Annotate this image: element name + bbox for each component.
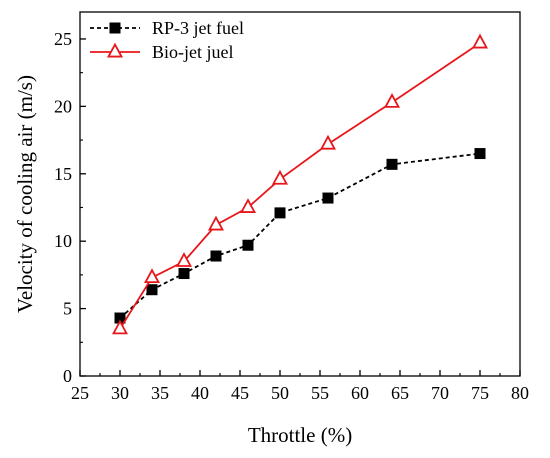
legend: RP-3 jet fuel Bio-jet juel [90, 18, 244, 62]
x-tick-label: 50 [271, 383, 289, 403]
data-point [114, 312, 126, 324]
data-point [474, 148, 486, 160]
series-layer [111, 33, 489, 335]
series-rp3-jet-fuel [114, 148, 486, 324]
data-point [178, 268, 190, 280]
y-tick-label: 10 [54, 231, 72, 251]
series-line [119, 42, 481, 330]
y-tick-label: 0 [63, 366, 72, 386]
data-point [146, 284, 158, 296]
series-bio-jet-juel [111, 33, 489, 335]
x-tick-label: 80 [511, 383, 529, 403]
data-point [322, 192, 334, 204]
data-point [271, 169, 289, 185]
x-axis-title: Throttle (%) [248, 423, 352, 447]
x-tick-label: 45 [231, 383, 249, 403]
x-tick-label: 55 [311, 383, 329, 403]
y-axis-title: Velocity of cooling air (m/s) [13, 75, 37, 313]
data-point [242, 239, 254, 251]
data-point [210, 250, 222, 262]
y-tick-label: 20 [54, 96, 72, 116]
x-tick-label: 65 [391, 383, 409, 403]
x-tick-label: 35 [151, 383, 169, 403]
plot-area-border [79, 11, 521, 377]
legend-label: Bio-jet juel [152, 42, 233, 62]
data-point [239, 198, 257, 213]
data-point [207, 215, 225, 231]
plot-frame [79, 11, 521, 377]
y-tick-label: 5 [63, 299, 72, 319]
legend-item: Bio-jet juel [90, 42, 233, 62]
data-point [319, 134, 337, 150]
x-tick-label: 60 [351, 383, 369, 403]
data-point [175, 252, 193, 267]
y-tick-label: 15 [54, 164, 72, 184]
data-point [471, 33, 489, 49]
x-tick-label: 70 [431, 383, 449, 403]
data-point [143, 268, 161, 284]
legend-marker [106, 42, 124, 58]
legend-marker [109, 22, 121, 34]
axis-ticks: 25 30 35 40 45 50 55 60 65 70 75 80 0 5 10 15 20 25 [54, 29, 529, 403]
x-tick-label: 25 [71, 383, 89, 403]
legend-item: RP-3 jet fuel [90, 18, 244, 38]
y-tick-label: 25 [54, 29, 72, 49]
x-tick-label: 30 [111, 383, 129, 403]
data-point [111, 319, 129, 335]
x-tick-label: 40 [191, 383, 209, 403]
series-line [119, 152, 481, 319]
data-point [386, 158, 398, 170]
data-point [274, 207, 286, 219]
x-tick-label: 75 [471, 383, 489, 403]
legend-label: RP-3 jet fuel [152, 18, 244, 38]
data-point [383, 92, 401, 108]
